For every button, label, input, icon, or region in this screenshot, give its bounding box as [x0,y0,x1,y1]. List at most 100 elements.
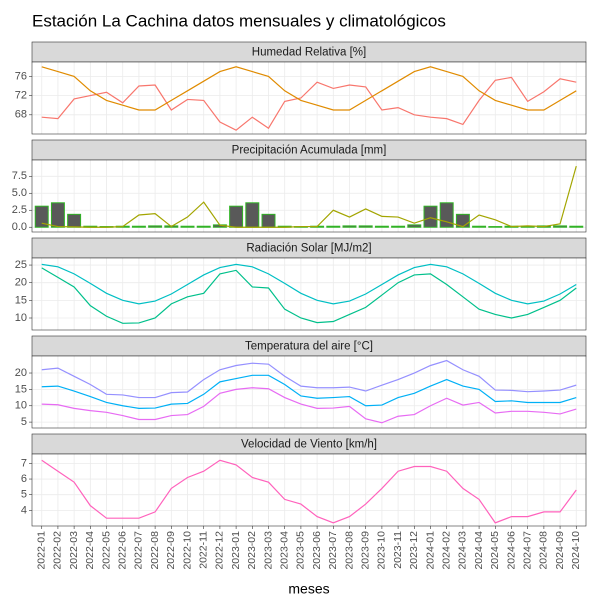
y-tick-label: 4 [21,504,27,516]
y-tick-label: 5 [21,489,27,501]
panel [32,356,586,428]
line [41,387,577,424]
panel [32,160,586,232]
x-tick-label: 2023-12 [408,531,420,570]
panel-title: Humedad Relativa [%] [252,47,366,59]
bar [229,205,244,228]
line [41,165,577,228]
x-tick-label: 2024-06 [505,531,517,570]
x-tick-label: 2022-12 [214,531,226,570]
panel-border [31,355,587,429]
panel-border [31,61,587,135]
y-tick-label: 0.0 [12,221,27,233]
x-tick-label: 2022-01 [36,531,48,570]
x-tick-label: 2022-04 [84,531,96,570]
x-tick-label: 2024-02 [440,531,452,570]
x-tick-label: 2022-05 [100,531,112,570]
y-tick-label: 10 [15,312,27,324]
bar [180,225,195,228]
x-tick-label: 2023-01 [230,531,242,570]
x-tick-label: 2024-03 [457,531,469,570]
panel-title: Precipitación Acumulada [mm] [232,145,387,157]
x-tick-label: 2023-10 [376,531,388,570]
y-tick-label: 7.5 [12,170,27,182]
y-tick-label: 15 [15,294,27,306]
panel [32,62,586,134]
panel-border [31,159,587,233]
x-tick-label: 2023-11 [392,531,404,569]
bar [67,213,82,228]
x-tick-label: 2022-10 [181,531,193,570]
line [41,359,577,399]
x-axis-label: meses [288,581,329,596]
bar [148,225,163,228]
panel [32,258,586,330]
x-tick-label: 2023-05 [295,531,307,570]
y-tick-label: 10 [15,400,27,412]
panel-title: Radiación Solar [MJ/m2] [246,243,371,255]
x-tick-label: 2024-09 [554,531,566,570]
bar [196,225,211,228]
panel-title: Velocidad de Viento [km/h] [241,439,377,451]
x-tick-label: 2023-09 [359,531,371,570]
bar [374,225,389,228]
x-tick-label: 2024-08 [538,531,550,570]
y-tick-label: 5 [21,416,27,428]
x-tick-label: 2024-07 [521,531,533,570]
line [41,374,577,409]
x-tick-label: 2022-07 [133,531,145,570]
y-tick-label: 7 [21,457,27,469]
x-tick-label: 2022-03 [68,531,80,570]
y-tick-label: 2.5 [12,204,27,216]
bar [569,225,584,228]
y-tick-label: 20 [15,367,27,379]
x-tick-label: 2022-11 [197,531,209,569]
x-tick-label: 2023-02 [246,531,258,570]
y-tick-label: 6 [21,473,27,485]
x-tick-label: 2023-03 [262,531,274,570]
y-tick-label: 72 [15,90,27,102]
bar [131,225,146,228]
line [41,267,577,324]
bar [472,225,487,228]
panel-border [31,257,587,331]
y-tick-label: 76 [15,70,27,82]
x-tick-label: 2023-07 [327,531,339,570]
x-tick-label: 2022-02 [52,531,64,570]
line [41,459,577,524]
x-tick-label: 2023-04 [278,531,290,570]
bar [407,224,422,228]
x-tick-label: 2024-05 [489,531,501,570]
bar [391,225,406,228]
x-tick-label: 2024-01 [424,531,436,570]
x-tick-label: 2022-08 [149,531,161,570]
bar [34,205,49,228]
bar [261,213,276,228]
bar [342,225,357,228]
bar [488,226,503,228]
y-tick-label: 20 [15,277,27,289]
panel-title: Temperatura del aire [°C] [245,341,373,353]
y-tick-label: 5.0 [12,187,27,199]
x-tick-label: 2022-09 [165,531,177,570]
line [41,263,577,305]
bar [423,205,438,228]
chart-title: Estación La Cachina datos mensuales y cl… [32,11,446,30]
bar [326,225,341,228]
y-tick-label: 25 [15,259,27,271]
bar [358,225,373,228]
y-tick-label: 15 [15,383,27,395]
line [41,66,577,111]
x-tick-label: 2023-08 [343,531,355,570]
bar [50,202,65,228]
panel [32,454,586,526]
x-tick-label: 2023-06 [311,531,323,570]
bar [553,225,568,228]
x-tick-label: 2022-06 [116,531,128,570]
panel-border [31,453,587,527]
x-tick-label: 2024-04 [473,531,485,570]
bar [245,202,260,228]
x-tick-label: 2024-10 [570,531,582,570]
line [41,76,577,131]
